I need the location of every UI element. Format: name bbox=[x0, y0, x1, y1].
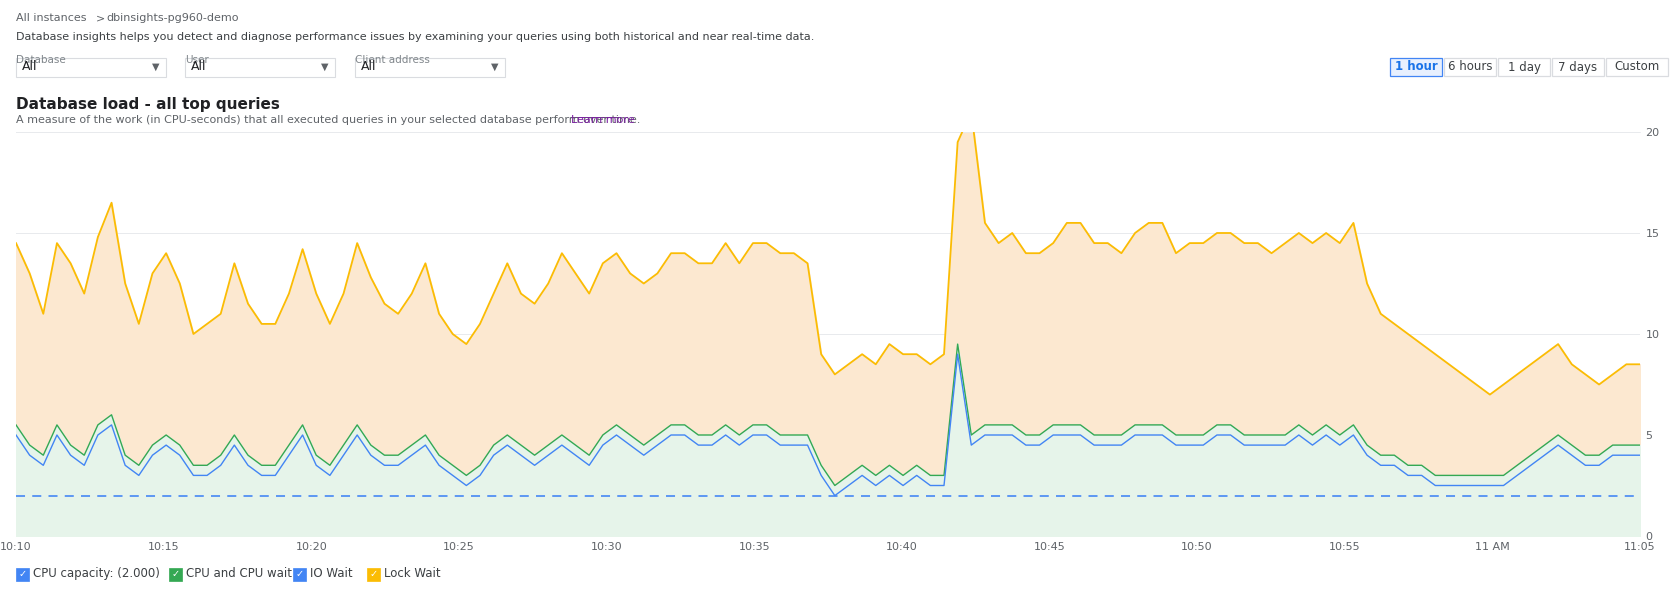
Text: >: > bbox=[96, 13, 106, 23]
Text: Learn more: Learn more bbox=[572, 115, 635, 125]
Text: ✓: ✓ bbox=[171, 568, 179, 579]
Text: User: User bbox=[184, 55, 210, 65]
Text: Database insights helps you detect and diagnose performance issues by examining : Database insights helps you detect and d… bbox=[17, 32, 815, 42]
Text: A measure of the work (in CPU-seconds) that all executed queries in your selecte: A measure of the work (in CPU-seconds) t… bbox=[17, 115, 640, 125]
Text: ✓: ✓ bbox=[295, 568, 303, 579]
FancyBboxPatch shape bbox=[1389, 58, 1441, 76]
Text: ▼: ▼ bbox=[491, 62, 498, 72]
Text: All: All bbox=[22, 60, 37, 74]
Text: ▼: ▼ bbox=[322, 62, 328, 72]
FancyBboxPatch shape bbox=[1445, 58, 1497, 76]
Text: All: All bbox=[191, 60, 206, 74]
Text: CPU capacity: (2.000): CPU capacity: (2.000) bbox=[34, 567, 159, 580]
Text: 1 hour: 1 hour bbox=[1394, 60, 1438, 74]
Text: Database load - all top queries: Database load - all top queries bbox=[17, 97, 280, 112]
Text: ▼: ▼ bbox=[153, 62, 159, 72]
Text: 6 hours: 6 hours bbox=[1448, 60, 1492, 74]
Text: 7 days: 7 days bbox=[1559, 60, 1597, 74]
Text: Lock Wait: Lock Wait bbox=[384, 567, 441, 580]
FancyBboxPatch shape bbox=[17, 58, 166, 77]
Text: Database: Database bbox=[17, 55, 65, 65]
Text: 1 day: 1 day bbox=[1507, 60, 1540, 74]
FancyBboxPatch shape bbox=[355, 58, 504, 77]
Text: All: All bbox=[360, 60, 377, 74]
Text: IO Wait: IO Wait bbox=[310, 567, 354, 580]
FancyBboxPatch shape bbox=[1552, 58, 1604, 76]
Text: CPU and CPU wait: CPU and CPU wait bbox=[186, 567, 292, 580]
Text: Client address: Client address bbox=[355, 55, 429, 65]
FancyBboxPatch shape bbox=[293, 568, 307, 580]
FancyBboxPatch shape bbox=[1606, 58, 1668, 76]
Text: ✓: ✓ bbox=[370, 568, 379, 579]
FancyBboxPatch shape bbox=[17, 568, 28, 580]
Text: All instances: All instances bbox=[17, 13, 87, 23]
Text: dbinsights-pg960-demo: dbinsights-pg960-demo bbox=[106, 13, 238, 23]
Text: Custom: Custom bbox=[1614, 60, 1659, 74]
FancyBboxPatch shape bbox=[1498, 58, 1550, 76]
FancyBboxPatch shape bbox=[367, 568, 380, 580]
FancyBboxPatch shape bbox=[184, 58, 335, 77]
Text: ✓: ✓ bbox=[18, 568, 27, 579]
FancyBboxPatch shape bbox=[169, 568, 181, 580]
